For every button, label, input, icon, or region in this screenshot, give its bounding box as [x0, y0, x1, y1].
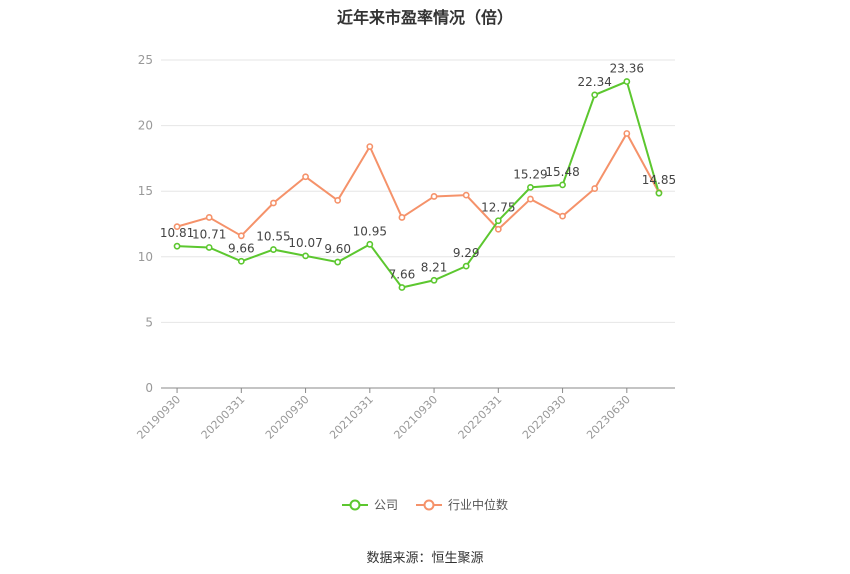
- company-data-point: [591, 91, 599, 99]
- industry-median-data-point: [494, 225, 502, 233]
- industry-median-data-point: [591, 185, 599, 192]
- legend-marker-industry-median: [416, 499, 442, 510]
- pe-ratio-line-chart: 0 5 10 15 20 25 20190930 20200331 20200930 202103…: [134, 53, 676, 442]
- company-data-point: [366, 240, 374, 248]
- company-data-point: [237, 257, 245, 265]
- industry-median-data-point: [366, 143, 374, 150]
- company-data-point: [334, 258, 342, 266]
- company-data-point: [623, 78, 631, 85]
- x-tick-label: 20220331: [456, 393, 505, 442]
- legend-marker-company: [341, 499, 368, 510]
- chart-legend: 公司 行业中位数: [0, 496, 850, 513]
- x-tick-label: 20210331: [327, 393, 376, 442]
- chart-title: 近年来市盈率情况（倍）: [336, 8, 513, 27]
- company-data-point: [430, 276, 438, 284]
- company-data-point: [655, 189, 663, 197]
- company-data-label: 10.95: [353, 224, 387, 238]
- company-data-label: 12.75: [481, 201, 515, 215]
- company-data-label: 23.36: [610, 62, 644, 76]
- company-data-label: 22.34: [578, 75, 612, 89]
- industry-median-data-point: [173, 223, 181, 231]
- y-tick-label: 25: [138, 53, 153, 67]
- y-tick-label: 10: [138, 250, 153, 264]
- industry-median-data-point: [559, 212, 566, 220]
- industry-median-data-point: [237, 232, 245, 240]
- company-data-label: 10.81: [160, 226, 194, 240]
- x-tick-label: 20200331: [199, 393, 248, 442]
- legend-item-company[interactable]: 公司: [341, 496, 398, 513]
- company-data-point: [270, 246, 277, 253]
- company-data-point: [398, 284, 406, 291]
- company-data-label: 10.71: [192, 227, 226, 241]
- company-data-label: 10.55: [256, 230, 290, 244]
- company-data-point: [205, 244, 213, 251]
- y-tick-label: 20: [138, 119, 153, 133]
- x-tick-label: 20210930: [391, 393, 440, 442]
- company-data-label: 15.29: [513, 167, 547, 181]
- company-data-label: 9.60: [324, 242, 351, 256]
- industry-median-data-point: [302, 173, 309, 181]
- industry-median-data-point: [527, 195, 534, 203]
- company-data-label: 8.21: [421, 260, 448, 274]
- company-data-point: [462, 262, 470, 270]
- x-tick-label: 20200930: [263, 393, 312, 442]
- company-series-line: [177, 80, 660, 289]
- legend-label-industry-median: 行业中位数: [448, 498, 509, 512]
- industry-median-data-point: [430, 193, 438, 200]
- company-data-point: [527, 183, 534, 191]
- company-data-point: [173, 242, 181, 250]
- industry-median-data-point: [334, 196, 342, 204]
- x-tick-label: 20230630: [584, 393, 633, 442]
- y-tick-label: 15: [138, 184, 153, 198]
- company-data-label: 9.66: [228, 241, 255, 255]
- company-data-point: [302, 252, 309, 260]
- industry-median-series-line: [176, 131, 660, 238]
- company-data-label: 14.85: [642, 173, 676, 187]
- company-data-point: [494, 217, 502, 225]
- x-tick-label: 20220930: [520, 393, 569, 442]
- data-source-note: 数据来源：恒生聚源: [366, 551, 484, 566]
- industry-median-data-point: [205, 214, 213, 221]
- industry-median-data-point: [462, 191, 470, 199]
- company-data-label: 9.29: [453, 246, 480, 260]
- company-data-label: 7.66: [389, 268, 416, 282]
- y-tick-label: 0: [145, 381, 153, 395]
- company-data-label: 10.07: [288, 236, 322, 250]
- legend-item-industry-median[interactable]: 行业中位数: [416, 496, 508, 513]
- industry-median-data-point: [270, 199, 277, 207]
- company-data-label: 15.48: [545, 165, 579, 179]
- legend-label-company: 公司: [373, 498, 398, 512]
- industry-median-data-point: [623, 130, 631, 137]
- company-data-point: [559, 181, 566, 189]
- industry-median-data-point: [398, 214, 406, 221]
- y-tick-label: 5: [145, 315, 153, 329]
- x-tick-label: 20190930: [134, 393, 183, 442]
